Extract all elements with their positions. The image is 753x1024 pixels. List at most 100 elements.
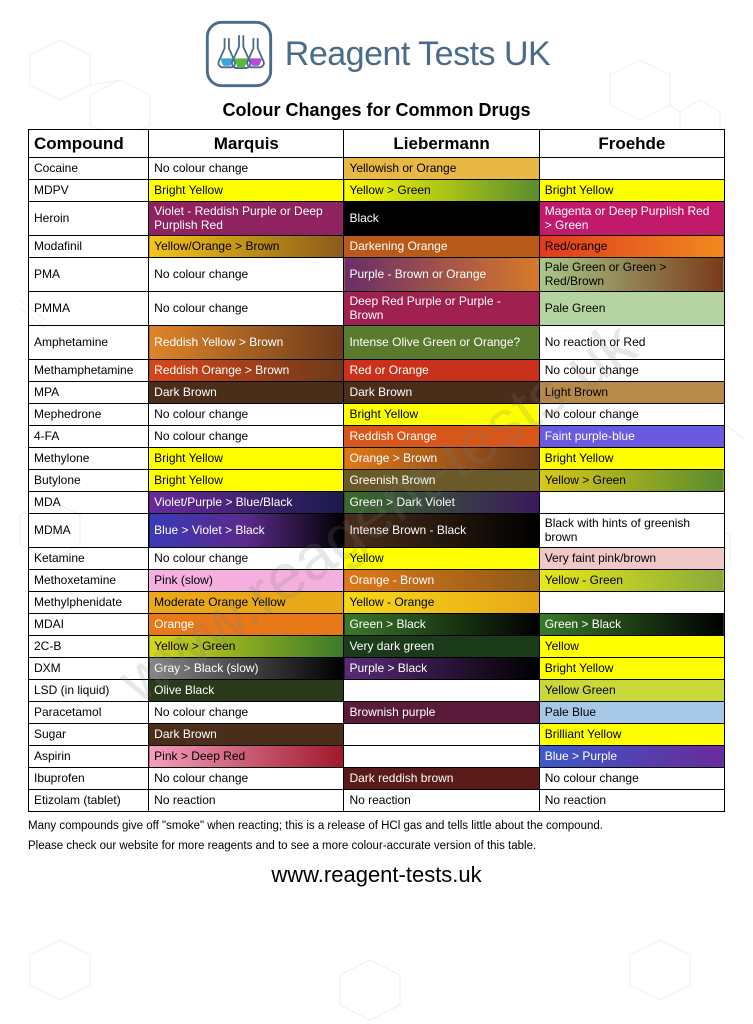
compound-name: 2C-B <box>29 636 149 658</box>
compound-name: MDA <box>29 492 149 514</box>
reaction-cell: Pink (slow) <box>149 570 344 592</box>
table-row: 2C-BYellow > GreenVery dark greenYellow <box>29 636 725 658</box>
column-header: Compound <box>29 130 149 158</box>
reaction-cell: Violet/Purple > Blue/Black <box>149 492 344 514</box>
table-row: MethyloneBright YellowOrange > BrownBrig… <box>29 448 725 470</box>
compound-name: 4-FA <box>29 426 149 448</box>
compound-name: MPA <box>29 382 149 404</box>
reaction-cell: Yellow/Orange > Brown <box>149 236 344 258</box>
compound-name: Butylone <box>29 470 149 492</box>
reaction-cell: Yellow <box>539 636 724 658</box>
compound-name: Methamphetamine <box>29 360 149 382</box>
table-row: MephedroneNo colour changeBright YellowN… <box>29 404 725 426</box>
reaction-cell: Reddish Orange > Brown <box>149 360 344 382</box>
reaction-cell: No colour change <box>149 548 344 570</box>
reaction-cell: Violet - Reddish Purple or Deep Purplish… <box>149 202 344 236</box>
footnote-2: Please check our website for more reagen… <box>28 840 725 852</box>
reaction-cell: Bright Yellow <box>149 180 344 202</box>
table-row: MDPVBright YellowYellow > GreenBright Ye… <box>29 180 725 202</box>
reaction-cell: Darkening Orange <box>344 236 539 258</box>
table-row: MDAViolet/Purple > Blue/BlackGreen > Dar… <box>29 492 725 514</box>
reaction-cell: Yellow > Green <box>344 180 539 202</box>
compound-name: MDAI <box>29 614 149 636</box>
table-row: LSD (in liquid)Olive Black Yellow Green <box>29 680 725 702</box>
reaction-cell: Bright Yellow <box>539 180 724 202</box>
logo-icon <box>203 18 275 90</box>
compound-name: PMMA <box>29 292 149 326</box>
reaction-cell: Orange - Brown <box>344 570 539 592</box>
reaction-cell: Green > Black <box>539 614 724 636</box>
reaction-cell: Olive Black <box>149 680 344 702</box>
reaction-cell: No colour change <box>539 768 724 790</box>
reaction-cell: Yellow Green <box>539 680 724 702</box>
reaction-cell: Very faint pink/brown <box>539 548 724 570</box>
reaction-cell <box>539 492 724 514</box>
compound-name: Heroin <box>29 202 149 236</box>
reaction-cell: Red or Orange <box>344 360 539 382</box>
compound-name: Methylphenidate <box>29 592 149 614</box>
table-row: 4-FANo colour changeReddish OrangeFaint … <box>29 426 725 448</box>
reagent-table: CompoundMarquisLiebermannFroehde Cocaine… <box>28 129 725 812</box>
reaction-cell: Reddish Yellow > Brown <box>149 326 344 360</box>
table-row: KetamineNo colour changeYellowVery faint… <box>29 548 725 570</box>
footnote-1: Many compounds give off "smoke" when rea… <box>28 820 725 832</box>
header: Reagent Tests UK Colour Changes for Comm… <box>28 18 725 121</box>
table-row: MethoxetaminePink (slow)Orange - BrownYe… <box>29 570 725 592</box>
reaction-cell: Blue > Purple <box>539 746 724 768</box>
reaction-cell: Gray > Black (slow) <box>149 658 344 680</box>
reaction-cell: Pale Green or Green > Red/Brown <box>539 258 724 292</box>
reaction-cell <box>539 592 724 614</box>
table-row: Etizolam (tablet)No reactionNo reactionN… <box>29 790 725 812</box>
reaction-cell: Yellow > Green <box>539 470 724 492</box>
compound-name: Cocaine <box>29 158 149 180</box>
table-row: MDMABlue > Violet > BlackIntense Brown -… <box>29 514 725 548</box>
reaction-cell: Red/orange <box>539 236 724 258</box>
table-row: PMMANo colour changeDeep Red Purple or P… <box>29 292 725 326</box>
compound-name: Sugar <box>29 724 149 746</box>
reaction-cell <box>344 724 539 746</box>
reaction-cell: Black <box>344 202 539 236</box>
reaction-cell: No colour change <box>149 702 344 724</box>
reaction-cell: No reaction <box>539 790 724 812</box>
brand-name: Reagent Tests UK <box>285 35 550 74</box>
reaction-cell: Pale Green <box>539 292 724 326</box>
table-row: ParacetamolNo colour changeBrownish purp… <box>29 702 725 724</box>
reaction-cell: Green > Dark Violet <box>344 492 539 514</box>
reaction-cell: No reaction <box>149 790 344 812</box>
compound-name: MDMA <box>29 514 149 548</box>
table-row: MPADark BrownDark BrownLight Brown <box>29 382 725 404</box>
reaction-cell: No reaction or Red <box>539 326 724 360</box>
table-row: DXMGray > Black (slow)Purple > BlackBrig… <box>29 658 725 680</box>
compound-name: PMA <box>29 258 149 292</box>
reaction-cell: Yellow - Green <box>539 570 724 592</box>
reaction-cell: Moderate Orange Yellow <box>149 592 344 614</box>
compound-name: Modafinil <box>29 236 149 258</box>
compound-name: Etizolam (tablet) <box>29 790 149 812</box>
reaction-cell: Brilliant Yellow <box>539 724 724 746</box>
reaction-cell: Bright Yellow <box>149 470 344 492</box>
compound-name: Amphetamine <box>29 326 149 360</box>
reaction-cell: Purple - Brown or Orange <box>344 258 539 292</box>
reaction-cell <box>344 746 539 768</box>
reaction-cell: Orange > Brown <box>344 448 539 470</box>
table-row: SugarDark BrownBrilliant Yellow <box>29 724 725 746</box>
reaction-cell: Yellow > Green <box>149 636 344 658</box>
reaction-cell: No colour change <box>149 768 344 790</box>
reaction-cell: Faint purple-blue <box>539 426 724 448</box>
reaction-cell: Intense Olive Green or Orange? <box>344 326 539 360</box>
compound-name: MDPV <box>29 180 149 202</box>
reaction-cell: No colour change <box>539 360 724 382</box>
reaction-cell: Green > Black <box>344 614 539 636</box>
compound-name: LSD (in liquid) <box>29 680 149 702</box>
column-header: Marquis <box>149 130 344 158</box>
page-title: Colour Changes for Common Drugs <box>28 100 725 121</box>
reaction-cell <box>344 680 539 702</box>
compound-name: Methylone <box>29 448 149 470</box>
reaction-cell: Yellow - Orange <box>344 592 539 614</box>
reaction-cell: No colour change <box>149 426 344 448</box>
reaction-cell: Dark Brown <box>344 382 539 404</box>
reaction-cell: Deep Red Purple or Purple - Brown <box>344 292 539 326</box>
table-row: MethylphenidateModerate Orange YellowYel… <box>29 592 725 614</box>
reaction-cell: Bright Yellow <box>344 404 539 426</box>
reaction-cell: No colour change <box>539 404 724 426</box>
